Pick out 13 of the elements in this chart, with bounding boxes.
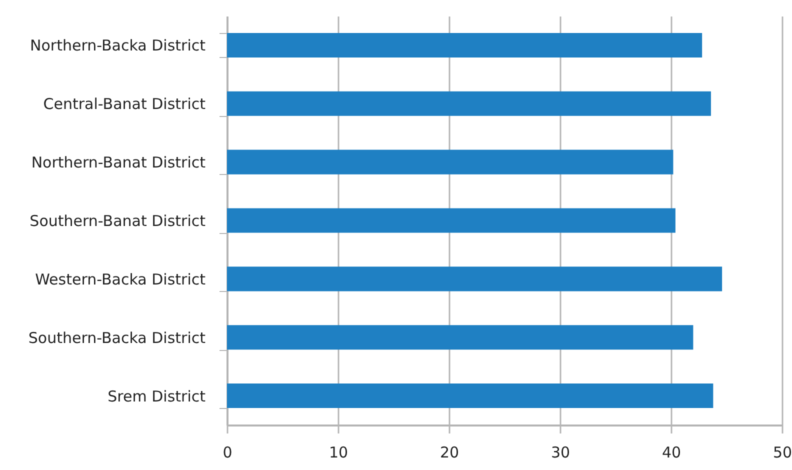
x-tick-label: 40 bbox=[662, 444, 682, 462]
y-tick-label: Southern-Backa District bbox=[28, 328, 206, 347]
y-tick-label: Southern-Banat District bbox=[30, 212, 206, 230]
x-tick-label: 10 bbox=[328, 444, 348, 462]
y-tick-label: Northern-Banat District bbox=[31, 154, 206, 172]
x-tick-label: 0 bbox=[222, 444, 232, 462]
y-tick-label: Central-Banat District bbox=[43, 95, 206, 114]
x-tick-label: 30 bbox=[550, 444, 570, 462]
x-tick-label: 20 bbox=[440, 444, 460, 462]
y-tick-label: Western-Backa District bbox=[35, 270, 206, 288]
y-tick-label: Northern-Backa District bbox=[30, 36, 206, 55]
y-tick-label: Srem District bbox=[108, 387, 206, 406]
x-tick-label: 50 bbox=[772, 444, 792, 462]
